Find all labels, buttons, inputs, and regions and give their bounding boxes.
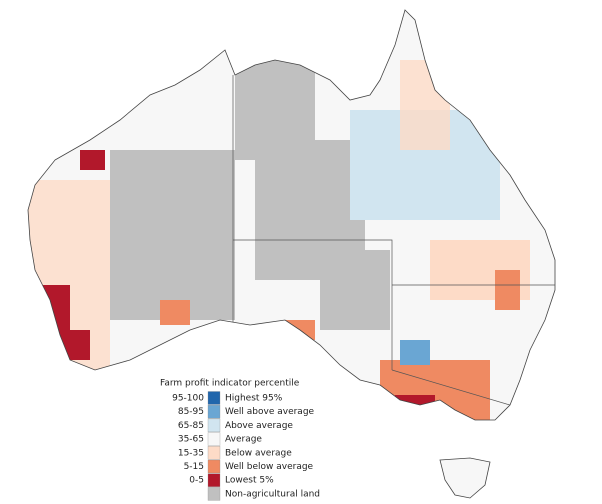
legend-swatch — [207, 446, 221, 460]
legend-label: Above average — [225, 421, 293, 431]
legend: 95-100 Highest 95% 85-95 Well above average… — [172, 391, 320, 501]
legend-label: Lowest 5% — [225, 476, 274, 486]
legend-swatch — [207, 391, 221, 405]
legend-range: 35-65 — [178, 435, 204, 445]
state-borders — [232, 75, 555, 406]
legend-label: Well below average — [225, 462, 314, 472]
legend-label: Well above average — [225, 407, 315, 417]
legend-range: 65-85 — [178, 421, 204, 431]
legend-label: Below average — [225, 448, 292, 458]
legend-range: 95-100 — [172, 394, 204, 404]
tasmania — [439, 457, 491, 499]
legend-swatch — [207, 487, 221, 501]
coastline — [27, 9, 556, 421]
legend-range: 5-15 — [184, 462, 204, 472]
legend-swatch — [207, 459, 221, 474]
legend-swatch — [207, 418, 221, 433]
legend-label: Non-agricultural land — [225, 489, 320, 499]
legend-label: Highest 95% — [225, 394, 283, 404]
legend-swatch — [207, 405, 221, 419]
legend-label: Average — [225, 435, 262, 445]
legend-range: 15-35 — [178, 448, 204, 458]
legend-title: Farm profit indicator percentile — [160, 379, 300, 389]
legend-swatch — [207, 432, 221, 446]
legend-range: 85-95 — [178, 407, 204, 417]
legend-range: 0-5 — [189, 476, 204, 486]
legend-swatch — [207, 473, 221, 487]
